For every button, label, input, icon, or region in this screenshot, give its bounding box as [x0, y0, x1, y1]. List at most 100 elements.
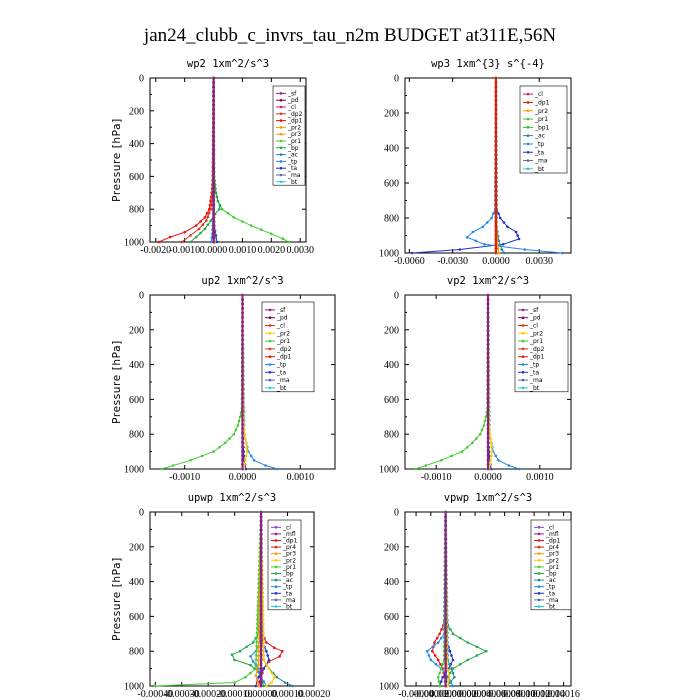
series-point [254, 674, 258, 677]
series-point [471, 230, 475, 234]
series-point [233, 658, 236, 662]
series-point [494, 139, 498, 143]
legend-label: _pr1 [287, 138, 301, 145]
series-point [261, 627, 265, 630]
series-point [444, 640, 447, 643]
legend-marker [279, 105, 283, 109]
legend-label: _ac [282, 577, 293, 584]
series-point [212, 181, 215, 185]
series-point [486, 382, 490, 386]
legend-label: _tp [287, 158, 297, 165]
series-point [255, 644, 258, 648]
series-point [216, 199, 220, 203]
series-point [218, 204, 222, 208]
legend-label: _ac [534, 133, 545, 140]
series-point [486, 418, 490, 422]
series-point [444, 599, 447, 603]
series-point [444, 555, 447, 558]
series-point [444, 617, 447, 621]
series-point [494, 215, 498, 219]
series-point [438, 632, 442, 636]
legend-label: _pd [529, 315, 541, 322]
series-point [459, 663, 462, 666]
series-point [252, 459, 256, 462]
series-point [241, 467, 244, 471]
series-mfl [444, 510, 447, 688]
series-point [245, 645, 248, 649]
legend-marker [537, 559, 541, 562]
x-tick-label: 0.0030 [286, 245, 314, 256]
series-point [189, 240, 192, 244]
series-point [259, 675, 263, 679]
series-point [444, 533, 447, 536]
legend-marker [274, 559, 278, 562]
series-point [259, 662, 263, 665]
series-point [241, 369, 244, 373]
legend-label: _bp [545, 571, 557, 578]
series-point [446, 684, 450, 688]
series-point [444, 666, 447, 670]
legend-label: _cl [282, 524, 291, 531]
series-point [486, 432, 490, 435]
series-point [517, 237, 521, 241]
legend-label: _ac [287, 152, 298, 159]
series-point [281, 649, 284, 653]
series-point [259, 577, 263, 581]
series-point [259, 573, 263, 576]
series-point [251, 660, 255, 663]
series-point [486, 463, 490, 466]
legend-marker [521, 324, 525, 327]
series-point [241, 387, 244, 391]
legend: _sf_pd_cl_dp2_dp1_pr2_pr3_pr1_bp_ac_tp_t… [272, 85, 306, 186]
series-point [259, 568, 263, 572]
series-point [444, 608, 447, 612]
series-point [212, 131, 215, 134]
x-tick-label: 0.0010 [287, 472, 315, 483]
series-point [489, 467, 493, 471]
legend-marker [279, 132, 283, 136]
series-point [180, 240, 184, 244]
series-point [440, 459, 443, 462]
legend-label: _sf [287, 90, 297, 97]
series-point [259, 635, 263, 639]
x-tick-label: -0.00040 [137, 689, 173, 700]
series-point [451, 671, 455, 675]
series-point [255, 679, 259, 683]
y-tick-label: 1000 [379, 682, 399, 693]
series-point [259, 666, 263, 670]
series-point [444, 635, 447, 639]
series-point [494, 85, 498, 89]
x-tick-label: 0.00010 [503, 689, 536, 700]
legend-label: _bt [534, 166, 545, 173]
series-point [499, 216, 502, 220]
series-point [444, 524, 447, 527]
legend-label: _ta [534, 149, 544, 156]
legend-label: _pr4 [545, 544, 559, 551]
series-point [262, 640, 265, 644]
series-point [215, 195, 219, 199]
series-point [494, 162, 498, 165]
series-sf [212, 76, 215, 244]
legend-marker [279, 160, 283, 163]
series-point [494, 103, 498, 107]
series-point [206, 215, 210, 219]
legend-marker [268, 316, 272, 320]
legend-label: _bt [545, 604, 556, 611]
series-point [267, 667, 271, 670]
series-point [209, 207, 212, 211]
legend-marker [526, 101, 530, 104]
legend-label: _ma [545, 597, 559, 604]
series-point [490, 446, 493, 449]
legend-marker [279, 98, 283, 102]
x-tick-label: 0.00008 [488, 689, 521, 700]
legend: _cl_dp1 _pr2_pr1_bp1 _ac_tp_ta _ma_bt [519, 85, 568, 174]
y-tick-label: 600 [129, 395, 144, 406]
series-point [218, 446, 221, 449]
series-point [241, 418, 244, 422]
series-point [238, 415, 242, 419]
y-tick-label: 200 [129, 106, 144, 117]
series-point [257, 627, 261, 631]
series-point [243, 432, 247, 436]
series-point [450, 454, 454, 458]
series-point [486, 449, 490, 453]
